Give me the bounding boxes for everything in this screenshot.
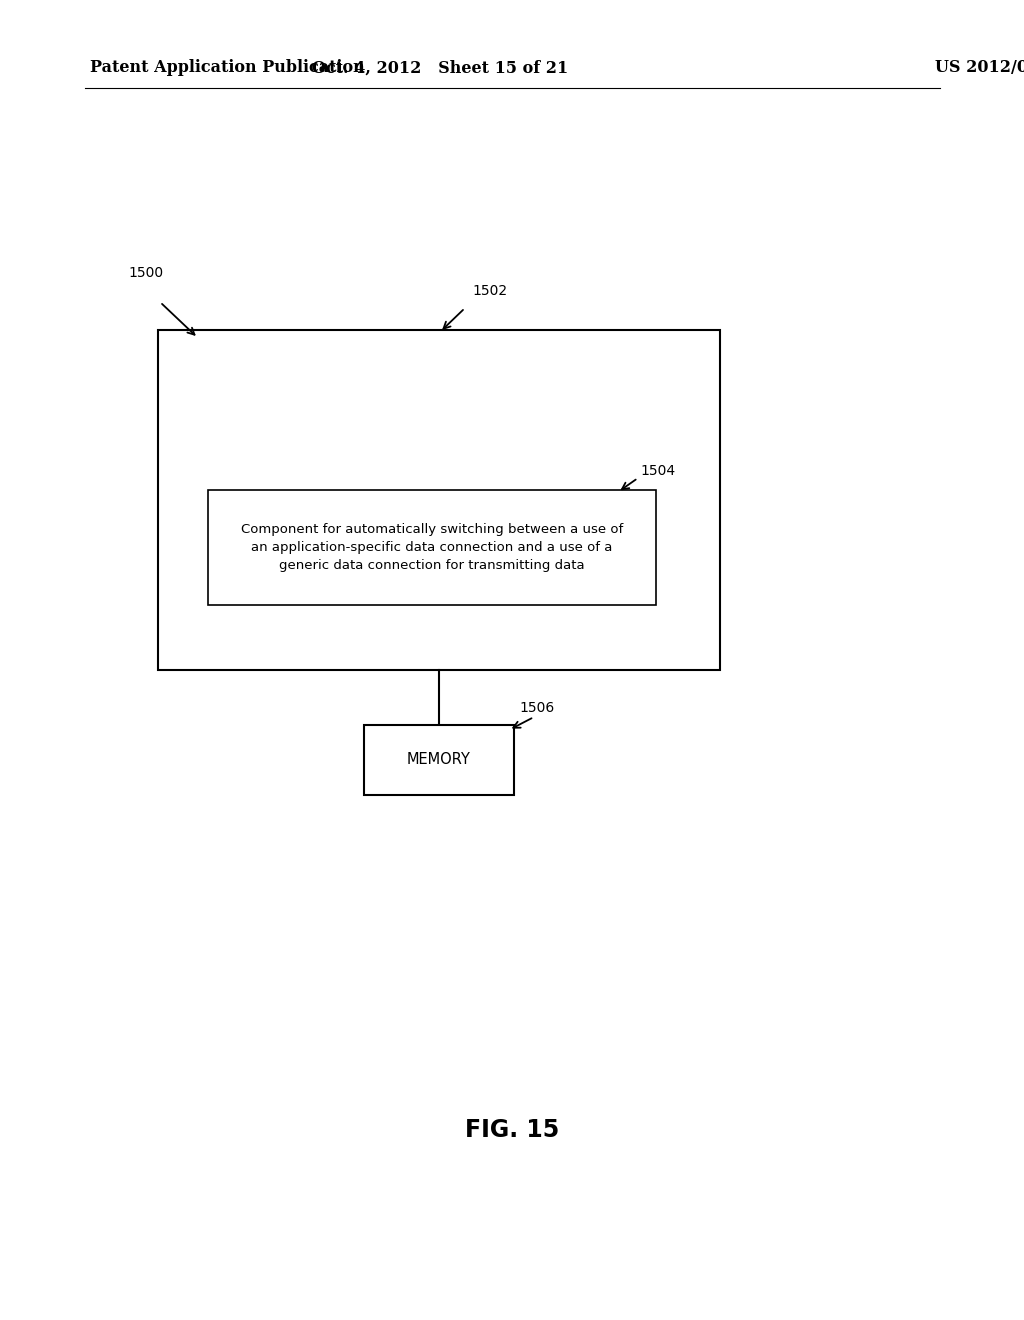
Text: 1500: 1500 <box>128 267 163 280</box>
Text: Patent Application Publication: Patent Application Publication <box>90 59 365 77</box>
Bar <box>364 725 514 795</box>
Text: MEMORY: MEMORY <box>408 752 471 767</box>
Text: US 2012/0250586 A1: US 2012/0250586 A1 <box>935 59 1024 77</box>
Text: 1502: 1502 <box>472 284 507 298</box>
Bar <box>158 330 720 671</box>
Text: 1506: 1506 <box>519 701 554 715</box>
Text: FIG. 15: FIG. 15 <box>465 1118 559 1142</box>
Bar <box>208 490 656 605</box>
Text: 1504: 1504 <box>640 465 675 478</box>
Text: Oct. 4, 2012   Sheet 15 of 21: Oct. 4, 2012 Sheet 15 of 21 <box>312 59 568 77</box>
Text: Component for automatically switching between a use of
an application-specific d: Component for automatically switching be… <box>241 523 624 573</box>
